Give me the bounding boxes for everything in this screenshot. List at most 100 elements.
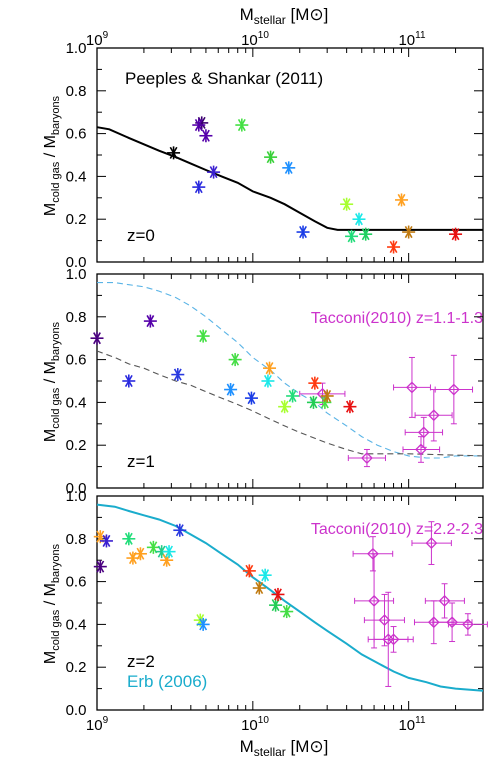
- data-point: [252, 581, 266, 595]
- data-point: [340, 197, 354, 211]
- observation-diamond: [425, 537, 438, 549]
- top-tick-label: 1011: [398, 30, 426, 49]
- model-line: [96, 350, 484, 457]
- y-tick-label: 0.4: [66, 394, 87, 411]
- observation-diamond: [427, 616, 440, 629]
- y-tick-label: 0.8: [66, 83, 87, 100]
- bottom-tick-label: 1010: [241, 715, 269, 734]
- y-tick-label: 0.6: [66, 574, 87, 591]
- observation-diamond: [446, 616, 459, 629]
- bottom-tick-labels: 109 1010 1011: [86, 715, 426, 734]
- panel-z1: Tacconi(2010) z=1.1-1.3 z=1 Mcold gas / …: [42, 266, 484, 497]
- data-point: [395, 193, 409, 207]
- y-tick-label: 0.0: [66, 480, 87, 497]
- y-axis-label: Mcold gas / Mbaryons: [42, 95, 62, 216]
- model-line: [97, 282, 483, 459]
- data-point: [244, 391, 258, 405]
- error-bar: [299, 382, 346, 406]
- data-point: [196, 617, 210, 631]
- data-point: [296, 225, 310, 239]
- erb-label: Erb (2006): [127, 672, 207, 691]
- error-bar: [354, 553, 395, 649]
- data-point: [343, 400, 357, 414]
- redshift-label: z=2: [127, 652, 155, 671]
- x-axis-label: Mstellar [M⊙]: [240, 737, 329, 759]
- data-point: [93, 560, 107, 574]
- data-point: [90, 331, 104, 345]
- y-tick-label: 0.6: [66, 352, 87, 369]
- data-point: [269, 598, 283, 612]
- data-point: [143, 314, 157, 328]
- panel-title: Peeples & Shankar (2011): [125, 69, 323, 88]
- data-point: [167, 146, 181, 160]
- data-point: [171, 368, 185, 382]
- data-point: [122, 374, 136, 388]
- data-point: [306, 395, 320, 409]
- y-tick-label: 0.8: [66, 309, 87, 326]
- data-point: [359, 227, 373, 241]
- data-point: [345, 229, 359, 243]
- error-bar: [434, 354, 474, 425]
- data-point: [224, 383, 238, 397]
- y-axis-label: Mcold gas / Mbaryons: [42, 543, 62, 664]
- panel-z0: Peeples & Shankar (2011) z=0 Mcold gas /…: [42, 40, 484, 271]
- y-tick-label: 0.2: [66, 211, 87, 228]
- y-tick-label: 0.4: [66, 616, 87, 633]
- bottom-tick-label: 109: [86, 715, 109, 734]
- data-point: [173, 523, 187, 537]
- data-point: [228, 353, 242, 367]
- y-tick-label: 0.4: [66, 168, 87, 185]
- panel-z2: Tacconi(2010) z=2.2-2.3 z=2 Erb (2006) M…: [42, 488, 488, 759]
- error-bar: [363, 593, 405, 647]
- error-bar: [402, 436, 441, 463]
- y-tick-label: 1.0: [66, 488, 87, 505]
- data-point: [271, 587, 285, 601]
- error-bar: [414, 389, 453, 442]
- error-bar: [373, 626, 414, 653]
- data-point: [264, 150, 278, 164]
- data-point: [192, 118, 206, 132]
- redshift-label: z=0: [127, 226, 155, 245]
- y-tick-label: 1.0: [66, 266, 87, 283]
- error-bar: [404, 416, 444, 448]
- data-point: [278, 400, 292, 414]
- data-point: [261, 374, 275, 388]
- model-line: [96, 503, 484, 692]
- data-point: [133, 547, 147, 561]
- y-tick-label: 0.0: [66, 254, 87, 271]
- data-point: [263, 361, 277, 375]
- top-tick-label: 1010: [241, 30, 269, 49]
- data-point: [196, 329, 210, 343]
- bottom-tick-label: 1011: [398, 715, 426, 734]
- error-bar: [411, 521, 452, 565]
- error-bar: [347, 448, 386, 468]
- data-point: [387, 240, 401, 254]
- data-point: [308, 376, 322, 390]
- y-tick-label: 0.0: [66, 702, 87, 719]
- data-point: [258, 568, 272, 582]
- error-bar: [393, 356, 431, 418]
- error-bar: [447, 613, 488, 636]
- data-point: [282, 161, 296, 175]
- model-line: [96, 126, 483, 231]
- panel-title: Tacconi(2010) z=2.2-2.3: [311, 521, 483, 538]
- error-bar: [432, 602, 473, 643]
- data-point: [99, 534, 113, 548]
- observation-diamond: [447, 383, 460, 396]
- y-axis-label: Mcold gas / Mbaryons: [42, 321, 62, 442]
- data-point: [320, 389, 334, 403]
- y-tick-label: 0.6: [66, 126, 87, 143]
- panel-title: Tacconi(2010) z=1.1-1.3: [311, 310, 483, 327]
- data-point: [122, 532, 136, 546]
- data-point: [352, 212, 366, 226]
- data-point: [280, 605, 294, 619]
- data-point: [286, 389, 300, 403]
- observation-diamond: [368, 594, 381, 607]
- y-tick-label: 0.8: [66, 531, 87, 548]
- error-bar: [424, 583, 465, 619]
- top-axis-label: Mstellar [M⊙]: [240, 5, 329, 27]
- y-tick-label: 1.0: [66, 40, 87, 57]
- data-point: [402, 225, 416, 239]
- data-point: [199, 129, 213, 143]
